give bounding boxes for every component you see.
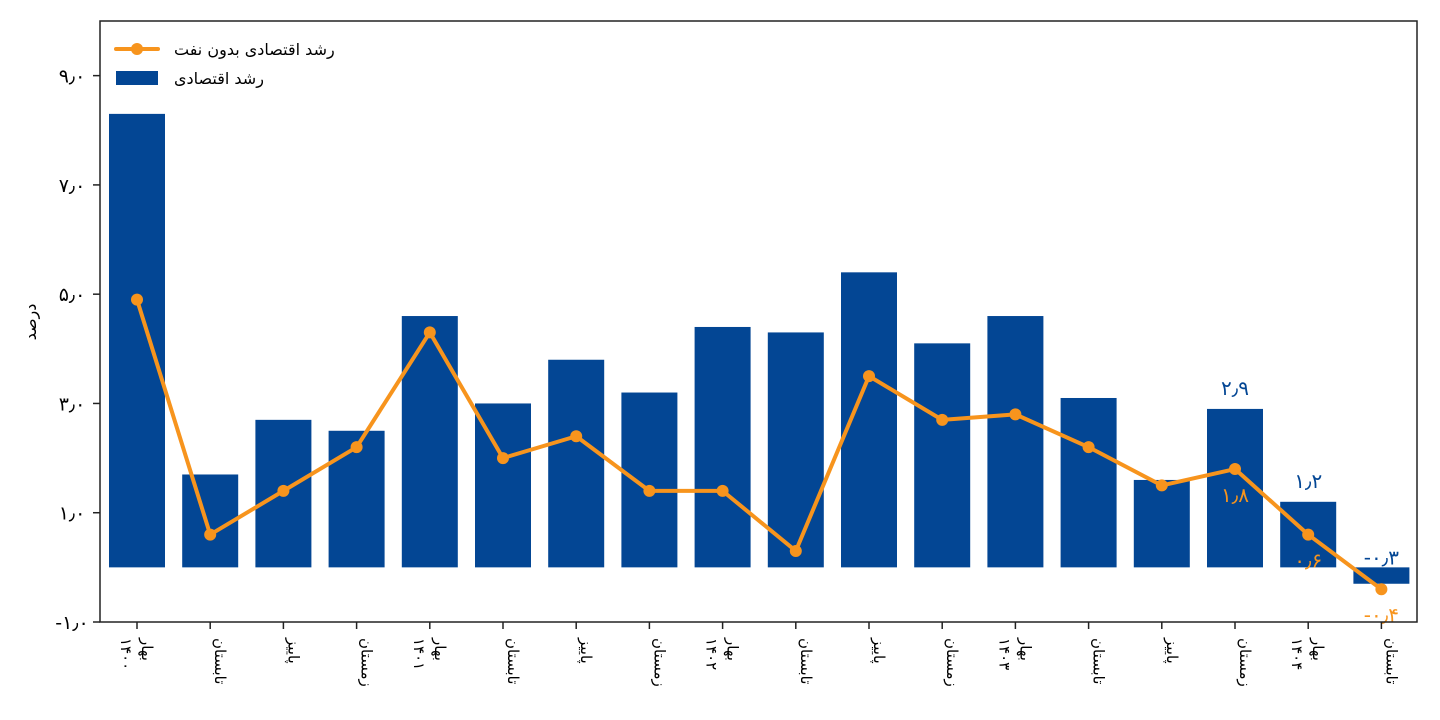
x-tick-label-7: زمستان <box>650 638 668 687</box>
line-point-2 <box>277 484 290 497</box>
bar-6 <box>548 359 605 568</box>
year-label-0: ۱۴۰۰ <box>117 638 135 670</box>
bar-11 <box>914 343 971 568</box>
x-tick-label-11: زمستان <box>943 638 961 687</box>
line-point-10 <box>863 370 875 383</box>
plot-area: ۲٫۹۱٫۲-۰٫۳۱٫۸۰٫۶-۰٫۴ <box>109 113 1410 627</box>
line-point-4 <box>423 326 436 339</box>
y-tick-label-2: ۳٫۰ <box>59 393 86 415</box>
bar-3 <box>328 430 385 568</box>
line-point-1 <box>204 528 217 541</box>
x-tick-label-5: تابستان <box>504 638 522 684</box>
line-point-8 <box>716 484 729 497</box>
bar-4 <box>401 316 458 568</box>
line-point-6 <box>570 430 583 443</box>
x-tick-label-13: تابستان <box>1090 638 1108 684</box>
y-axis-label: درصد <box>21 304 41 341</box>
y-tick-label-0: -۱٫۰ <box>55 612 88 634</box>
x-tick-label-12: بهار <box>1016 637 1034 661</box>
x-tick-label-8: بهار <box>724 637 742 661</box>
line-point-5 <box>497 452 509 465</box>
line-point-9 <box>789 544 802 557</box>
bar-14 <box>1133 479 1190 568</box>
bar-5 <box>475 403 531 568</box>
legend-label-growth: رشد اقتصادی <box>174 69 264 89</box>
y-tick-label-3: ۵٫۰ <box>59 284 86 306</box>
plot-frame <box>99 20 1418 623</box>
x-tick-label-6: پاییز <box>576 637 595 664</box>
legend: رشد اقتصادی بدون نفت رشد اقتصادی <box>114 40 335 89</box>
line-point-14 <box>1155 479 1168 492</box>
bar-12 <box>987 316 1044 568</box>
data-label-2: -۰٫۳ <box>1364 545 1399 569</box>
year-label-4: ۱۴۰۴ <box>1288 638 1306 670</box>
line-point-16 <box>1302 528 1315 541</box>
year-label-1: ۱۴۰۱ <box>410 638 428 670</box>
line-point-13 <box>1082 441 1095 454</box>
bar-9 <box>767 332 824 568</box>
y-tick-label-5: ۹٫۰ <box>59 66 86 88</box>
x-tick-label-2: پاییز <box>283 637 302 664</box>
line-point-7 <box>643 484 656 497</box>
x-tick-label-14: پاییز <box>1162 637 1181 664</box>
legend-label-non-oil: رشد اقتصادی بدون نفت <box>174 40 335 60</box>
line-point-15 <box>1229 463 1241 476</box>
x-tick-label-0: بهار <box>138 637 156 661</box>
line-point-17 <box>1375 583 1388 596</box>
x-tick-label-10: پاییز <box>869 637 888 664</box>
bar-1 <box>182 474 239 568</box>
year-label-3: ۱۴۰۳ <box>995 638 1013 670</box>
x-tick-label-1: تابستان <box>211 638 229 684</box>
y-tick-label-4: ۷٫۰ <box>59 175 86 197</box>
legend-line-marker <box>131 43 143 55</box>
data-label-0: ۲٫۹ <box>1221 376 1249 400</box>
bar-7 <box>621 392 678 568</box>
x-tick-label-16: بهار <box>1309 637 1327 661</box>
x-tick-label-4: بهار <box>431 637 449 661</box>
x-tick-label-17: تابستان <box>1382 638 1400 684</box>
data-label-4: ۰٫۶ <box>1294 549 1322 573</box>
x-tick-label-9: تابستان <box>797 638 815 684</box>
bar-8 <box>694 326 751 568</box>
data-label-1: ۱٫۲ <box>1294 469 1322 493</box>
line-point-12 <box>1009 408 1022 421</box>
data-label-3: ۱٫۸ <box>1221 483 1249 507</box>
x-tick-label-3: زمستان <box>358 638 376 687</box>
line-point-0 <box>131 293 143 306</box>
y-tick-label-1: ۱٫۰ <box>59 503 86 525</box>
line-point-11 <box>936 413 949 426</box>
year-label-2: ۱۴۰۲ <box>703 638 721 670</box>
axes: -۱٫۰ ۱٫۰ ۳٫۰ ۵٫۰ ۷٫۰ ۹٫۰ بهار تابستان پاییز زمستا… <box>55 20 1418 687</box>
bar-0 <box>109 113 165 568</box>
legend-bar-swatch <box>116 71 158 85</box>
x-tick-label-15: زمستان <box>1236 638 1254 687</box>
line-series-non-oil <box>135 297 1384 592</box>
bar-13 <box>1060 397 1117 568</box>
line-point-3 <box>350 441 363 454</box>
